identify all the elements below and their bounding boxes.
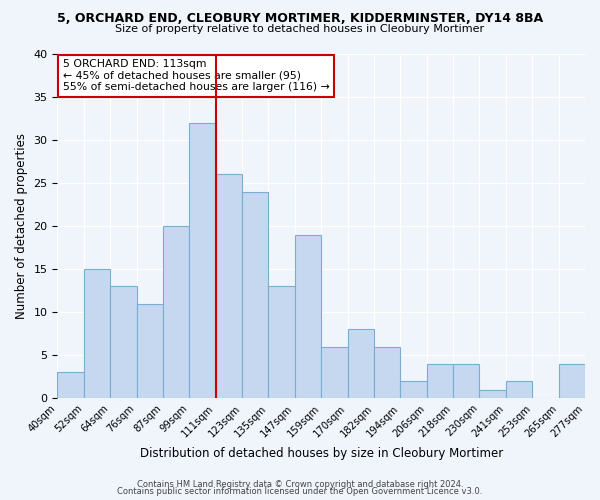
Bar bbox=[347, 330, 374, 398]
Bar bbox=[479, 390, 506, 398]
Text: Contains HM Land Registry data © Crown copyright and database right 2024.: Contains HM Land Registry data © Crown c… bbox=[137, 480, 463, 489]
Bar bbox=[400, 381, 427, 398]
Bar bbox=[559, 364, 585, 398]
Bar bbox=[295, 234, 321, 398]
Bar bbox=[427, 364, 453, 398]
Text: Contains public sector information licensed under the Open Government Licence v3: Contains public sector information licen… bbox=[118, 488, 482, 496]
Y-axis label: Number of detached properties: Number of detached properties bbox=[15, 133, 28, 319]
Text: 5 ORCHARD END: 113sqm
← 45% of detached houses are smaller (95)
55% of semi-deta: 5 ORCHARD END: 113sqm ← 45% of detached … bbox=[62, 59, 329, 92]
Bar bbox=[268, 286, 295, 398]
Text: 5, ORCHARD END, CLEOBURY MORTIMER, KIDDERMINSTER, DY14 8BA: 5, ORCHARD END, CLEOBURY MORTIMER, KIDDE… bbox=[57, 12, 543, 26]
X-axis label: Distribution of detached houses by size in Cleobury Mortimer: Distribution of detached houses by size … bbox=[140, 447, 503, 460]
Bar bbox=[190, 123, 215, 398]
Bar bbox=[110, 286, 137, 398]
Bar bbox=[84, 269, 110, 398]
Text: Size of property relative to detached houses in Cleobury Mortimer: Size of property relative to detached ho… bbox=[115, 24, 485, 34]
Bar bbox=[137, 304, 163, 398]
Bar bbox=[58, 372, 84, 398]
Bar bbox=[374, 346, 400, 398]
Bar bbox=[453, 364, 479, 398]
Bar bbox=[215, 174, 242, 398]
Bar bbox=[163, 226, 190, 398]
Bar bbox=[506, 381, 532, 398]
Bar bbox=[242, 192, 268, 398]
Bar bbox=[321, 346, 347, 398]
